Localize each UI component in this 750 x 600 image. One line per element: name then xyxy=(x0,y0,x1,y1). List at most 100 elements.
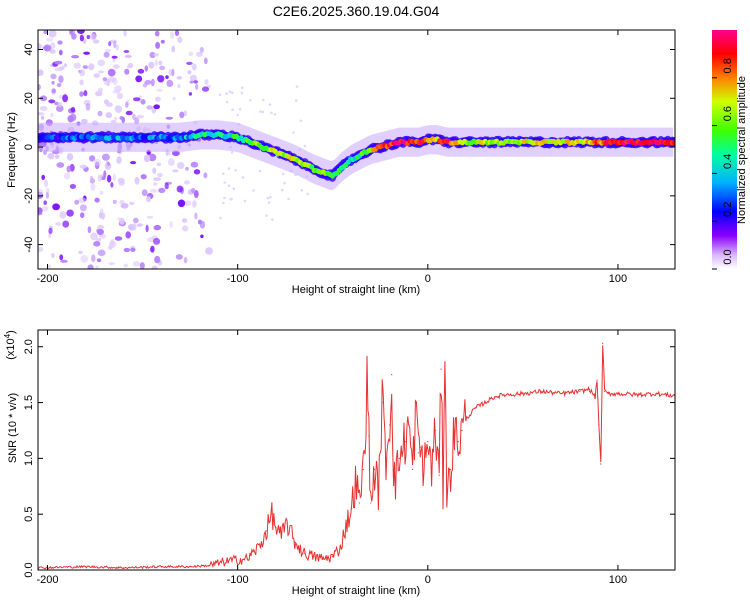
noise-speckle xyxy=(243,199,247,203)
snr-data-point xyxy=(636,394,638,396)
noise-speckle xyxy=(98,70,105,74)
noise-speckle xyxy=(123,263,128,268)
noise-speckle xyxy=(158,60,163,66)
noise-speckle xyxy=(136,114,145,119)
noise-speckle xyxy=(225,92,228,95)
noise-speckle xyxy=(95,265,99,269)
noise-speckle xyxy=(157,172,163,178)
snr-data-point xyxy=(419,446,421,448)
snr-data-point xyxy=(412,468,414,471)
noise-speckle xyxy=(112,173,117,182)
noise-speckle xyxy=(306,192,310,196)
noise-speckle xyxy=(132,261,141,267)
noise-speckle xyxy=(46,37,54,42)
noise-speckle xyxy=(130,247,136,252)
noise-speckle xyxy=(158,187,166,194)
noise-speckle xyxy=(265,214,268,217)
colorbar-ticks: 0.0 0.2 0.4 0.6 0.8 xyxy=(712,58,734,270)
noise-speckle xyxy=(183,257,188,264)
noise-speckle xyxy=(241,176,245,179)
noise-speckle xyxy=(129,224,134,228)
noise-speckle xyxy=(174,30,180,36)
noise-speckle xyxy=(91,254,96,262)
noise-speckle xyxy=(80,212,85,219)
noise-speckle xyxy=(182,218,188,223)
noise-speckle xyxy=(172,96,176,101)
noise-speckle xyxy=(60,259,68,263)
noise-speckle xyxy=(148,153,157,162)
noise-speckle xyxy=(113,64,120,69)
noise-speckle xyxy=(38,84,41,91)
noise-speckle xyxy=(94,197,100,203)
noise-speckle xyxy=(230,151,234,154)
noise-speckle xyxy=(249,99,252,102)
noise-speckle xyxy=(154,255,161,264)
noise-speckle xyxy=(93,158,102,166)
noise-speckle xyxy=(227,167,231,170)
y-tick-label: 40 xyxy=(23,43,35,55)
noise-speckle xyxy=(38,189,44,196)
noise-speckle xyxy=(50,112,54,118)
noise-speckle xyxy=(105,112,113,119)
noise-speckle xyxy=(83,90,88,97)
snr-data-point xyxy=(604,390,606,392)
noise-speckle xyxy=(166,152,171,156)
noise-speckle xyxy=(108,241,117,249)
snr-data-point xyxy=(594,396,596,398)
noise-speckle xyxy=(227,184,231,187)
noise-speckle xyxy=(113,41,117,49)
noise-speckle xyxy=(231,108,234,111)
noise-speckle xyxy=(98,212,103,219)
noise-speckle xyxy=(172,150,180,156)
snr-data-point xyxy=(394,480,397,482)
snr-series-line xyxy=(38,345,675,570)
snr-data-point xyxy=(434,429,436,432)
noise-speckle xyxy=(45,192,50,199)
snr-data-point xyxy=(503,394,505,396)
noise-speckle xyxy=(87,264,94,269)
noise-speckle xyxy=(154,59,158,67)
noise-speckle xyxy=(167,158,175,166)
noise-speckle xyxy=(171,45,176,53)
x-tick-label: 100 xyxy=(609,574,627,586)
noise-speckle xyxy=(115,44,119,51)
noise-speckle xyxy=(123,247,131,253)
snr-data-point xyxy=(294,541,296,543)
noise-speckle xyxy=(153,224,162,231)
snr-data-point xyxy=(408,424,410,426)
noise-speckle xyxy=(43,30,48,35)
noise-speckle xyxy=(97,174,103,182)
noise-speckle xyxy=(152,177,161,182)
noise-speckle xyxy=(188,51,194,57)
snr-data-point xyxy=(404,441,406,443)
snr-data-point xyxy=(484,402,486,404)
spectrogram-frame xyxy=(37,29,676,270)
noise-speckle xyxy=(55,222,62,226)
x-tick-label: -200 xyxy=(36,273,58,285)
noise-speckle xyxy=(79,69,86,77)
x-tick-label: -100 xyxy=(227,574,249,586)
noise-speckle xyxy=(195,83,199,90)
noise-speckle xyxy=(38,246,44,253)
noise-speckle xyxy=(58,75,64,83)
noise-speckle xyxy=(119,200,125,205)
y-tick-label: 1.5 xyxy=(23,395,35,410)
noise-speckle xyxy=(153,237,161,245)
noise-speckle xyxy=(183,110,188,117)
noise-speckle xyxy=(193,80,198,84)
noise-speckle xyxy=(165,116,173,120)
noise-speckle xyxy=(85,103,91,111)
noise-speckle xyxy=(63,172,71,180)
noise-speckle xyxy=(192,63,197,71)
snr-data-point xyxy=(227,560,229,562)
spectrogram-ridge-layer xyxy=(38,120,675,191)
snr-data-point xyxy=(271,513,273,515)
snr-x-ticks: -200 -100 0 100 xyxy=(36,330,627,586)
noise-speckle xyxy=(125,110,133,116)
noise-speckle xyxy=(57,102,63,108)
noise-speckle xyxy=(95,237,102,242)
snr-data-point xyxy=(598,424,600,426)
snr-data-point xyxy=(440,368,442,370)
noise-speckle xyxy=(73,62,81,69)
noise-speckle xyxy=(56,83,62,87)
